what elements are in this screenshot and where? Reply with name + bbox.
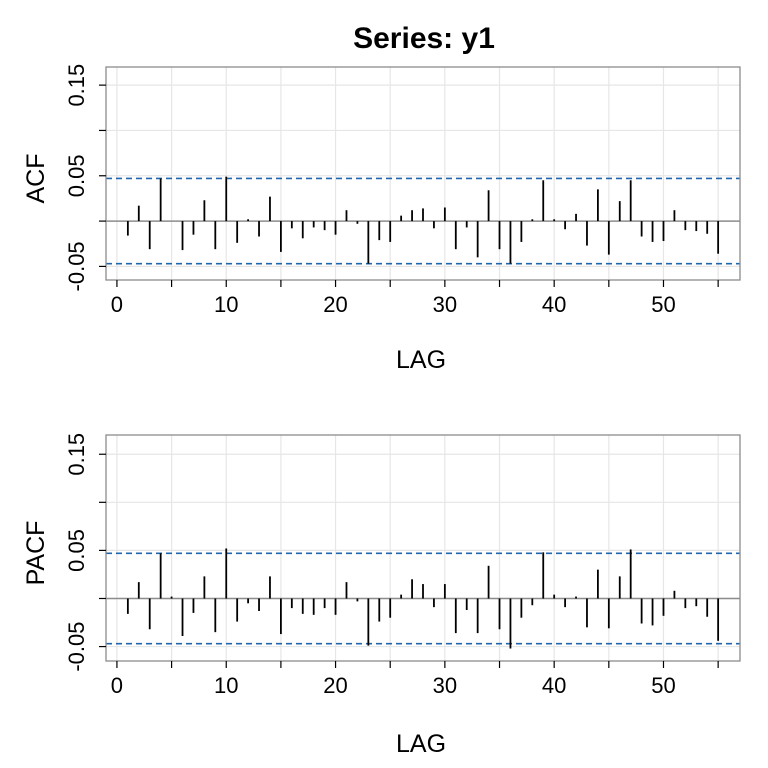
pacf-x-tick-label: 30 xyxy=(433,673,457,698)
pacf-plot-frame xyxy=(105,434,741,662)
acf-x-tick-label: 10 xyxy=(214,292,238,317)
acf-y-tick-label: 0.05 xyxy=(64,154,89,197)
acf-x-axis-label: LAG xyxy=(396,346,446,374)
acf-x-tick-label: 0 xyxy=(111,292,123,317)
pacf-x-tick-label: 0 xyxy=(111,673,123,698)
pacf-y-tick-label: -0.05 xyxy=(64,621,89,671)
pacf-x-tick-label: 10 xyxy=(214,673,238,698)
acf-x-tick-label: 40 xyxy=(542,292,566,317)
pacf-y-axis-label: PACF xyxy=(22,521,50,586)
acf-plot-frame xyxy=(105,66,741,281)
pacf-panel: 0 10 20 30 40 50 -0.05 0.05 0.15 LAG PACF xyxy=(22,433,741,758)
pacf-plot-area xyxy=(106,435,740,661)
acf-x-tick-label: 20 xyxy=(323,292,347,317)
acf-plot-area xyxy=(106,67,740,280)
chart-title: Series: y1 xyxy=(353,22,495,55)
pacf-x-tick-label: 40 xyxy=(542,673,566,698)
pacf-x-axis-label: LAG xyxy=(396,730,446,758)
acf-y-axis-label: ACF xyxy=(22,154,50,204)
acf-y-tick-label: -0.05 xyxy=(64,241,89,291)
pacf-x-tick-label: 50 xyxy=(651,673,675,698)
acf-x-tick-label: 50 xyxy=(651,292,675,317)
acf-x-tick-label: 30 xyxy=(433,292,457,317)
pacf-y-tick-label: 0.05 xyxy=(64,529,89,572)
acf-y-tick-label: 0.15 xyxy=(64,64,89,107)
pacf-x-tick-label: 20 xyxy=(323,673,347,698)
pacf-y-tick-label: 0.15 xyxy=(64,433,89,476)
acf-panel: 0 10 20 30 40 50 -0.05 0.05 0.15 LAG ACF xyxy=(22,64,741,374)
